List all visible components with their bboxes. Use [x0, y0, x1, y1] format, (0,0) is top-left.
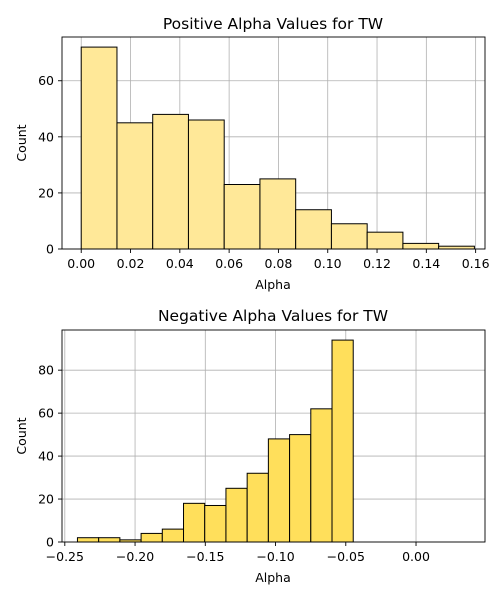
histogram-bar — [267, 438, 291, 543]
y-axis-label: Count — [14, 124, 29, 161]
x-tick-label: −0.05 — [327, 549, 365, 564]
histogram-bar — [76, 537, 100, 543]
x-tick-label: 0.00 — [67, 256, 95, 271]
x-tick-label: 0.08 — [265, 256, 293, 271]
y-tick-label: 40 — [38, 129, 54, 144]
histogram-bar — [225, 487, 248, 543]
histogram-bar — [295, 209, 332, 250]
histogram-bar — [330, 223, 368, 250]
x-tick-label: −0.25 — [46, 549, 84, 564]
chart-title: Positive Alpha Values for TW — [163, 15, 383, 33]
x-tick-label: 0.02 — [117, 256, 145, 271]
x-axis-label: Alpha — [255, 570, 291, 585]
axes-frame — [61, 329, 486, 543]
x-tick-label: 0.12 — [363, 256, 391, 271]
histogram-bar — [187, 119, 225, 250]
histogram-bar — [80, 46, 118, 250]
histogram-bar — [366, 231, 404, 250]
histogram-bar — [116, 122, 154, 250]
negative-alpha-chart: Negative Alpha Values for TW −0.25 −0.20−… — [14, 307, 486, 585]
histogram-bar — [161, 528, 185, 543]
histogram-bar — [246, 472, 269, 543]
x-tick-label: 0.16 — [462, 256, 490, 271]
histogram-bar — [402, 242, 440, 250]
y-axis-label: Count — [14, 417, 29, 454]
positive-alpha-chart: Positive Alpha Values for TW 0.00 0.02 0.0… — [14, 15, 490, 292]
chart-title: Negative Alpha Values for TW — [158, 307, 388, 325]
histogram-bar — [204, 504, 227, 543]
histogram-bar — [140, 532, 163, 543]
y-tick-label: 0 — [46, 242, 54, 257]
x-tick-label: 0.04 — [166, 256, 194, 271]
histogram-bar — [259, 178, 297, 250]
plot-area: 0.00 0.02 0.04 0.06 0.08 0.10 0.12 0.14 0.16 0 20 4… — [38, 36, 490, 271]
x-axis-label: Alpha — [255, 277, 291, 292]
y-tick-label: 20 — [38, 492, 54, 507]
y-tick-label: 40 — [38, 449, 54, 464]
axes-frame — [61, 36, 486, 250]
histogram-bar — [289, 434, 312, 543]
histogram-bar — [152, 113, 189, 250]
x-tick-label: 0.06 — [215, 256, 243, 271]
y-tick-label: 60 — [38, 73, 54, 88]
y-tick-label: 80 — [38, 363, 54, 378]
x-tick-label: 0.00 — [402, 549, 430, 564]
histogram-bar — [183, 502, 206, 543]
x-tick-label: −0.15 — [186, 549, 224, 564]
y-tick-label: 60 — [38, 406, 54, 421]
plot-area: −0.25 −0.20 −0.15 −0.10 −0.05 0.00 0 20 40 60 80 — [38, 329, 486, 564]
x-tick-label: −0.20 — [116, 549, 154, 564]
x-tick-label: −0.10 — [256, 549, 294, 564]
y-tick-label: 20 — [38, 185, 54, 200]
x-tick-label: 0.14 — [412, 256, 440, 271]
histogram-bar — [98, 537, 121, 543]
histogram-bar — [331, 339, 354, 543]
histogram-bar — [310, 408, 333, 543]
x-tick-label: 0.10 — [314, 256, 342, 271]
y-tick-label: 0 — [46, 535, 54, 550]
histogram-bar — [223, 184, 261, 250]
